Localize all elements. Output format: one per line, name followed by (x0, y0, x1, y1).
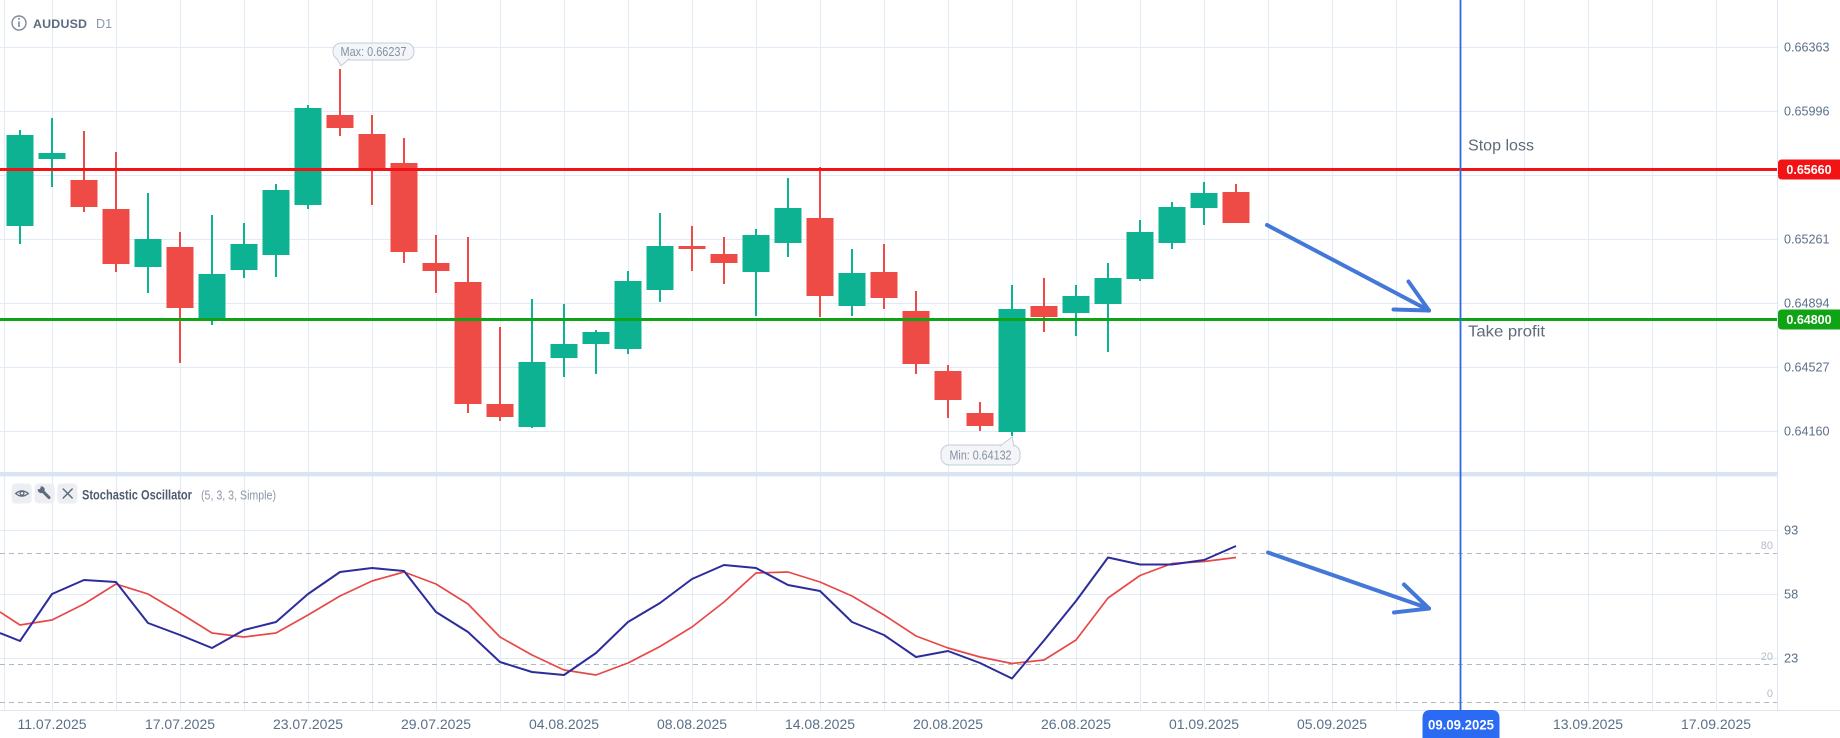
svg-text:0.65996: 0.65996 (1784, 104, 1830, 119)
svg-text:Stochastic Oscillator: Stochastic Oscillator (82, 487, 192, 503)
svg-text:Stop loss: Stop loss (1468, 138, 1534, 155)
svg-text:0.66363: 0.66363 (1784, 40, 1830, 55)
svg-text:D1: D1 (96, 17, 112, 31)
svg-text:0.65660: 0.65660 (1786, 163, 1831, 177)
svg-text:08.08.2025: 08.08.2025 (657, 716, 727, 732)
svg-text:0.64160: 0.64160 (1784, 424, 1830, 439)
svg-text:AUDUSD: AUDUSD (33, 17, 87, 31)
svg-text:11.07.2025: 11.07.2025 (17, 716, 86, 732)
svg-text:Max: 0.66237: Max: 0.66237 (341, 45, 407, 59)
svg-text:Min: 0.64132: Min: 0.64132 (950, 449, 1012, 463)
svg-text:0: 0 (1767, 688, 1773, 700)
svg-text:04.08.2025: 04.08.2025 (529, 716, 599, 732)
svg-text:0.65261: 0.65261 (1784, 232, 1830, 247)
svg-text:93: 93 (1784, 523, 1798, 538)
svg-text:23: 23 (1784, 651, 1798, 666)
svg-text:0.64800: 0.64800 (1786, 313, 1831, 327)
svg-text:(5, 3, 3, Simple): (5, 3, 3, Simple) (201, 488, 276, 503)
svg-text:23.07.2025: 23.07.2025 (273, 716, 343, 732)
svg-text:17.07.2025: 17.07.2025 (145, 716, 215, 732)
svg-text:13.09.2025: 13.09.2025 (1553, 716, 1623, 732)
svg-text:Take profit: Take profit (1468, 324, 1546, 341)
svg-text:17.09.2025: 17.09.2025 (1681, 716, 1751, 732)
svg-text:09.09.2025: 09.09.2025 (1428, 717, 1494, 733)
svg-text:20.08.2025: 20.08.2025 (913, 716, 983, 732)
svg-text:0.64527: 0.64527 (1784, 360, 1830, 375)
svg-text:58: 58 (1784, 587, 1798, 602)
svg-text:01.09.2025: 01.09.2025 (1169, 716, 1239, 732)
svg-text:14.08.2025: 14.08.2025 (785, 716, 855, 732)
svg-text:29.07.2025: 29.07.2025 (401, 716, 471, 732)
svg-text:0.64894: 0.64894 (1784, 296, 1830, 311)
svg-text:26.08.2025: 26.08.2025 (1041, 716, 1111, 732)
svg-text:80: 80 (1761, 540, 1773, 552)
svg-text:05.09.2025: 05.09.2025 (1297, 716, 1367, 732)
svg-text:20: 20 (1761, 651, 1773, 663)
